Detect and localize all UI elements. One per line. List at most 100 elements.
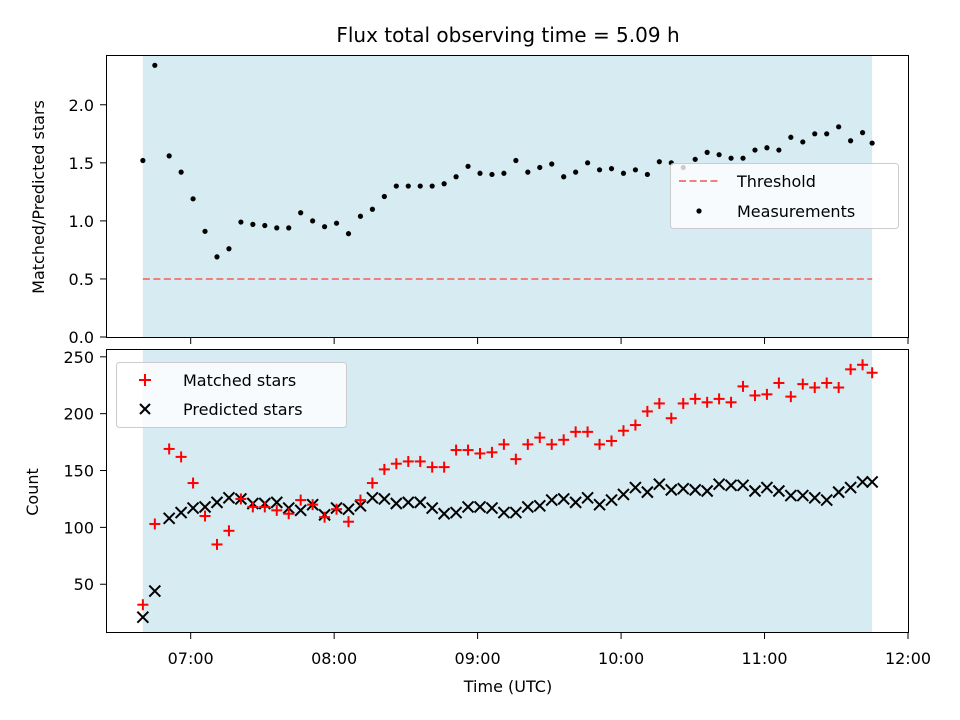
measurement-point bbox=[202, 228, 208, 234]
top-chart-title: Flux total observing time = 5.09 h bbox=[336, 23, 679, 47]
measurement-point bbox=[644, 171, 650, 178]
predicted-star-marker bbox=[174, 506, 188, 519]
predicted-star-marker bbox=[390, 497, 403, 510]
matched-star-marker bbox=[235, 493, 247, 505]
x-tick-label: 08:00 bbox=[311, 649, 357, 668]
predicted-star-marker bbox=[402, 496, 415, 509]
bottom-y-tick-label: 50 bbox=[74, 575, 94, 594]
predicted-star-marker bbox=[581, 491, 594, 505]
predicted-star-marker bbox=[186, 501, 200, 515]
predicted-star-marker bbox=[342, 502, 355, 516]
predicted-star-marker bbox=[856, 475, 869, 489]
matched-star-marker bbox=[378, 463, 390, 475]
measurement-point bbox=[513, 157, 519, 164]
predicted-star-marker bbox=[796, 489, 810, 502]
predicted-star-marker bbox=[509, 506, 523, 519]
matched-star-marker bbox=[486, 446, 498, 458]
legend-measurements-swatch bbox=[696, 208, 702, 214]
measurement-point bbox=[166, 153, 172, 159]
predicted-star-marker bbox=[282, 501, 295, 515]
predicted-star-marker bbox=[162, 512, 176, 525]
bottom-y-tick-label: 150 bbox=[63, 462, 94, 481]
predicted-star-marker bbox=[832, 485, 845, 499]
matched-star-marker bbox=[462, 444, 474, 456]
top-panel: 0.0 0.5 1.0 1.5 2.0 Flux total observing tim… bbox=[29, 23, 909, 347]
measurement-point bbox=[848, 138, 854, 144]
predicted-star-marker bbox=[378, 492, 391, 506]
measurement-point bbox=[274, 225, 280, 231]
matched-star-marker bbox=[366, 477, 378, 489]
measurement-point bbox=[441, 181, 447, 187]
x-tick-label: 07:00 bbox=[168, 649, 214, 668]
measurement-point bbox=[740, 155, 746, 161]
predicted-star-marker bbox=[569, 496, 582, 509]
matched-star-marker bbox=[534, 432, 546, 444]
top-axes-frame bbox=[106, 55, 909, 338]
measurement-point bbox=[573, 169, 579, 175]
measurement-point bbox=[140, 157, 146, 164]
predicted-star-marker bbox=[198, 500, 212, 514]
matched-star-marker bbox=[163, 443, 175, 455]
matched-star-marker bbox=[809, 382, 821, 394]
top-y-ticks: 0.0 0.5 1.0 1.5 2.0 bbox=[69, 96, 107, 347]
bottom-legend: Matched stars Predicted stars bbox=[116, 362, 347, 428]
predicted-star-marker bbox=[136, 611, 150, 624]
measurement-point bbox=[214, 254, 220, 260]
predicted-star-marker bbox=[210, 496, 224, 509]
measurement-point bbox=[250, 221, 256, 227]
top-x-ticks bbox=[190, 337, 909, 344]
predicted-star-marker bbox=[425, 501, 439, 515]
matched-star-marker bbox=[582, 426, 594, 438]
measurement-point bbox=[859, 130, 866, 136]
predicted-star-marker bbox=[844, 481, 857, 494]
predicted-star-marker bbox=[414, 496, 427, 509]
legend-matched-swatch bbox=[139, 374, 151, 386]
measurement-point bbox=[704, 149, 710, 155]
matched-star-marker bbox=[137, 599, 149, 611]
predicted-star-marker bbox=[688, 483, 702, 497]
measurement-point bbox=[632, 167, 639, 173]
predicted-star-marker bbox=[294, 504, 307, 517]
measurement-point bbox=[728, 155, 734, 161]
x-tick-label: 11:00 bbox=[741, 649, 787, 668]
matched-star-marker bbox=[187, 477, 199, 489]
measurement-point bbox=[596, 167, 603, 173]
legend-matched-label: Matched stars bbox=[183, 371, 296, 390]
matched-star-marker bbox=[307, 499, 319, 511]
matched-star-marker bbox=[761, 388, 773, 400]
matched-star-marker bbox=[175, 451, 187, 463]
measurement-point bbox=[477, 170, 483, 176]
predicted-star-marker bbox=[521, 500, 535, 514]
matched-star-marker bbox=[510, 453, 522, 465]
measurement-point bbox=[465, 163, 471, 169]
matched-star-marker bbox=[402, 455, 414, 467]
top-y-tick-label: 2.0 bbox=[69, 96, 94, 115]
matched-star-marker bbox=[450, 444, 462, 456]
predicted-star-marker bbox=[712, 477, 726, 491]
measurement-point bbox=[620, 170, 627, 176]
predicted-star-marker bbox=[437, 507, 451, 520]
matched-star-marker bbox=[629, 419, 641, 431]
measurement-point bbox=[417, 183, 423, 189]
matched-star-marker bbox=[773, 377, 785, 389]
matched-star-marker bbox=[295, 494, 307, 506]
measurement-point bbox=[788, 134, 794, 140]
measurement-point bbox=[178, 169, 184, 175]
legend-predicted-swatch bbox=[139, 403, 151, 415]
predicted-star-marker bbox=[593, 498, 606, 511]
predicted-star-marker bbox=[665, 483, 678, 497]
matched-star-marker bbox=[866, 367, 878, 379]
matched-star-marker bbox=[199, 510, 211, 522]
matched-star-marker bbox=[857, 359, 869, 371]
matched-star-marker bbox=[474, 447, 486, 459]
matched-stars-markers bbox=[137, 359, 878, 611]
measurement-point bbox=[298, 210, 304, 216]
matched-star-marker bbox=[390, 458, 402, 470]
measurement-point bbox=[429, 183, 435, 189]
measurement-point bbox=[152, 62, 158, 68]
matched-star-marker bbox=[223, 525, 235, 537]
legend-predicted-label: Predicted stars bbox=[183, 400, 303, 419]
top-legend: Threshold Measurements bbox=[670, 163, 899, 229]
measurement-point bbox=[752, 147, 758, 153]
measurement-point bbox=[608, 166, 615, 172]
